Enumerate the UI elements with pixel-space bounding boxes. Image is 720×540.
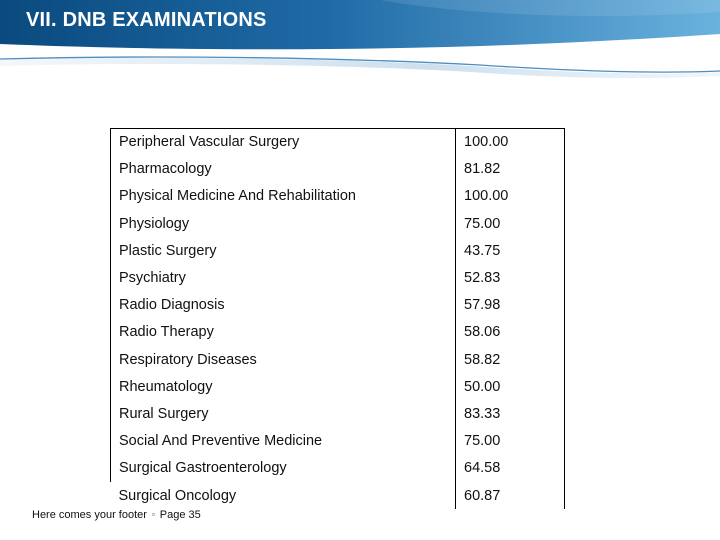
value-cell: 75.00 — [455, 427, 565, 455]
value-cell: 43.75 — [455, 237, 565, 265]
subject-cell: Respiratory Diseases — [110, 346, 456, 374]
subject-cell: Rural Surgery — [110, 400, 456, 428]
table-row: Psychiatry 52.83 — [110, 264, 565, 292]
table-row: Rheumatology 50.00 — [110, 373, 565, 401]
subject-cell: Radio Therapy — [110, 318, 456, 346]
table-row: Respiratory Diseases 58.82 — [110, 346, 565, 374]
table-row: Peripheral Vascular Surgery 100.00 — [110, 127, 565, 156]
table-row: Plastic Surgery 43.75 — [110, 237, 565, 265]
table-row: Pharmacology 81.82 — [110, 155, 565, 183]
table-row: Rural Surgery 83.33 — [110, 400, 565, 428]
value-cell: 60.87 — [455, 481, 565, 510]
table-row: Physiology 75.00 — [110, 210, 565, 238]
subject-cell: Plastic Surgery — [110, 237, 456, 265]
value-cell: 52.83 — [455, 264, 565, 292]
table-row: Surgical Oncology 60.87 — [111, 481, 565, 510]
subject-cell: Pharmacology — [110, 155, 456, 183]
subject-cell: Surgical Gastroenterology — [110, 454, 456, 482]
subject-cell: Physiology — [110, 210, 456, 238]
subject-cell: Rheumatology — [110, 373, 456, 401]
table-row: Radio Diagnosis 57.98 — [110, 291, 565, 319]
value-cell: 50.00 — [455, 373, 565, 401]
dnb-results-table: Peripheral Vascular Surgery 100.00 Pharmac… — [110, 127, 565, 510]
footer-separator: ▫ — [151, 510, 155, 519]
subject-cell: Peripheral Vascular Surgery — [110, 127, 456, 156]
value-cell: 64.58 — [455, 454, 565, 482]
page-number: Page 35 — [159, 509, 201, 521]
slide-title: VII. DNB EXAMINATIONS — [26, 9, 267, 31]
subject-cell: Surgical Oncology — [118, 487, 237, 504]
value-cell: 100.00 — [455, 127, 565, 156]
value-cell: 81.82 — [455, 155, 565, 183]
value-cell: 57.98 — [455, 291, 565, 319]
table-row: Physical Medicine And Rehabilitation 100.… — [110, 182, 565, 211]
value-cell: 100.00 — [455, 182, 565, 211]
subject-cell: Social And Preventive Medicine — [110, 427, 456, 455]
table-row: Social And Preventive Medicine 75.00 — [110, 427, 565, 455]
value-cell: 58.82 — [455, 346, 565, 374]
value-cell: 83.33 — [455, 400, 565, 428]
banner-graphic — [0, 0, 720, 79]
subject-cell: Physical Medicine And Rehabilitation — [110, 182, 456, 211]
value-cell: 58.06 — [455, 318, 565, 346]
title-banner: VII. DNB EXAMINATIONS — [0, 0, 720, 92]
table-row: Surgical Gastroenterology 64.58 — [110, 454, 565, 482]
subject-cell: Radio Diagnosis — [110, 291, 456, 319]
value-cell: 75.00 — [455, 210, 565, 238]
table-row: Radio Therapy 58.06 — [110, 318, 565, 346]
subject-cell: Psychiatry — [110, 264, 456, 292]
slide-footer: Here comes your footer ▫ Page 35 — [32, 509, 201, 521]
footer-text: Here comes your footer — [32, 509, 147, 521]
